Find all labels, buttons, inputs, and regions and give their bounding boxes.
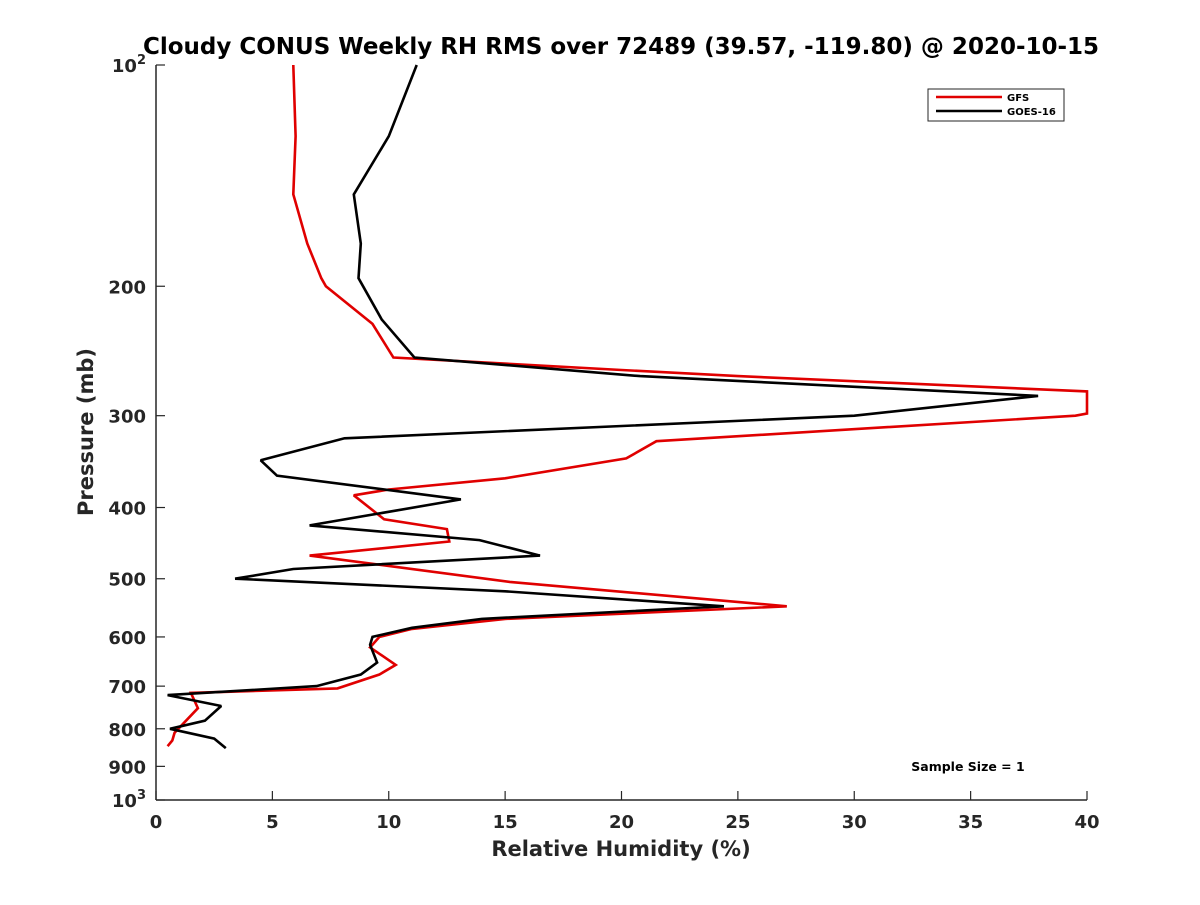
y-tick-label: 102 xyxy=(112,53,146,77)
y-tick-label: 900 xyxy=(108,757,146,778)
y-tick-label: 600 xyxy=(108,628,146,649)
y-tick-label: 300 xyxy=(108,407,146,428)
series-line-gfs xyxy=(166,64,1089,748)
x-tick-label: 30 xyxy=(842,812,867,833)
y-tick-label: 200 xyxy=(108,277,146,298)
x-tick-label: 35 xyxy=(958,812,983,833)
x-tick-label: 25 xyxy=(725,812,750,833)
x-tick-label: 5 xyxy=(266,812,279,833)
x-axis-ticks: 0 5 10 15 20 25 30 35 40 xyxy=(150,791,1100,833)
y-tick-label: 103 xyxy=(112,788,146,812)
series-line-goes16 xyxy=(167,64,1039,750)
y-tick-label: 400 xyxy=(108,499,146,520)
x-tick-label: 0 xyxy=(150,812,163,833)
series-layer xyxy=(166,64,1089,750)
y-tick-label: 800 xyxy=(108,720,146,741)
legend-label-goes16: GOES-16 xyxy=(1007,107,1056,118)
y-tick-label: 500 xyxy=(108,570,146,591)
y-axis-label: Pressure (mb) xyxy=(74,348,98,516)
y-tick-label: 700 xyxy=(108,677,146,698)
legend-label-gfs: GFS xyxy=(1007,93,1029,104)
x-tick-label: 10 xyxy=(376,812,401,833)
legend-box xyxy=(927,88,1065,122)
x-tick-label: 20 xyxy=(609,812,634,833)
y-axis-ticks: 102 200 300 400 500 600 700 800 900 103 xyxy=(108,53,165,812)
x-tick-label: 40 xyxy=(1074,812,1099,833)
x-tick-label: 15 xyxy=(493,812,518,833)
x-axis-label: Relative Humidity (%) xyxy=(491,837,750,861)
sample-size-annotation: Sample Size = 1 xyxy=(911,759,1024,774)
chart-title: Cloudy CONUS Weekly RH RMS over 72489 (3… xyxy=(143,34,1099,60)
legend: GFS GOES-16 xyxy=(927,88,1065,122)
